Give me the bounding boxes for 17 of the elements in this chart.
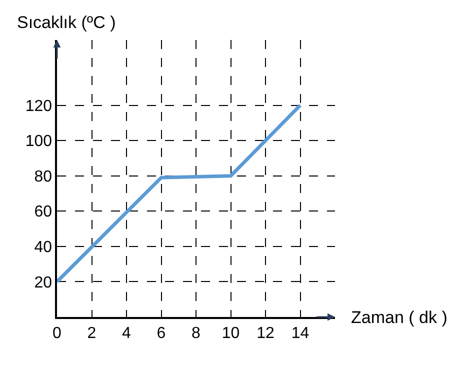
y-tick-label: 40 (34, 239, 52, 256)
y-tick-label: 100 (25, 133, 52, 150)
y-tick-label: 120 (25, 98, 52, 115)
y-tick-label: 20 (34, 274, 52, 292)
x-tick-label: 0 (52, 324, 62, 342)
x-tick-label: 14 (291, 324, 310, 342)
x-tick-label: 12 (256, 324, 274, 342)
x-tick-label: 8 (192, 324, 201, 342)
y-tick-label: 80 (34, 168, 52, 186)
x-tick-label: 4 (122, 324, 132, 342)
line-series (57, 104, 302, 284)
x-axis-title: Zaman ( dk ) (351, 308, 448, 327)
x-tick-label: 6 (156, 324, 166, 342)
x-tick-label: 10 (222, 324, 240, 342)
y-tick-label: 60 (34, 204, 52, 221)
x-tick-label: 2 (87, 324, 96, 342)
y-axis-title: Sıcaklık (ºC ) (17, 13, 116, 32)
